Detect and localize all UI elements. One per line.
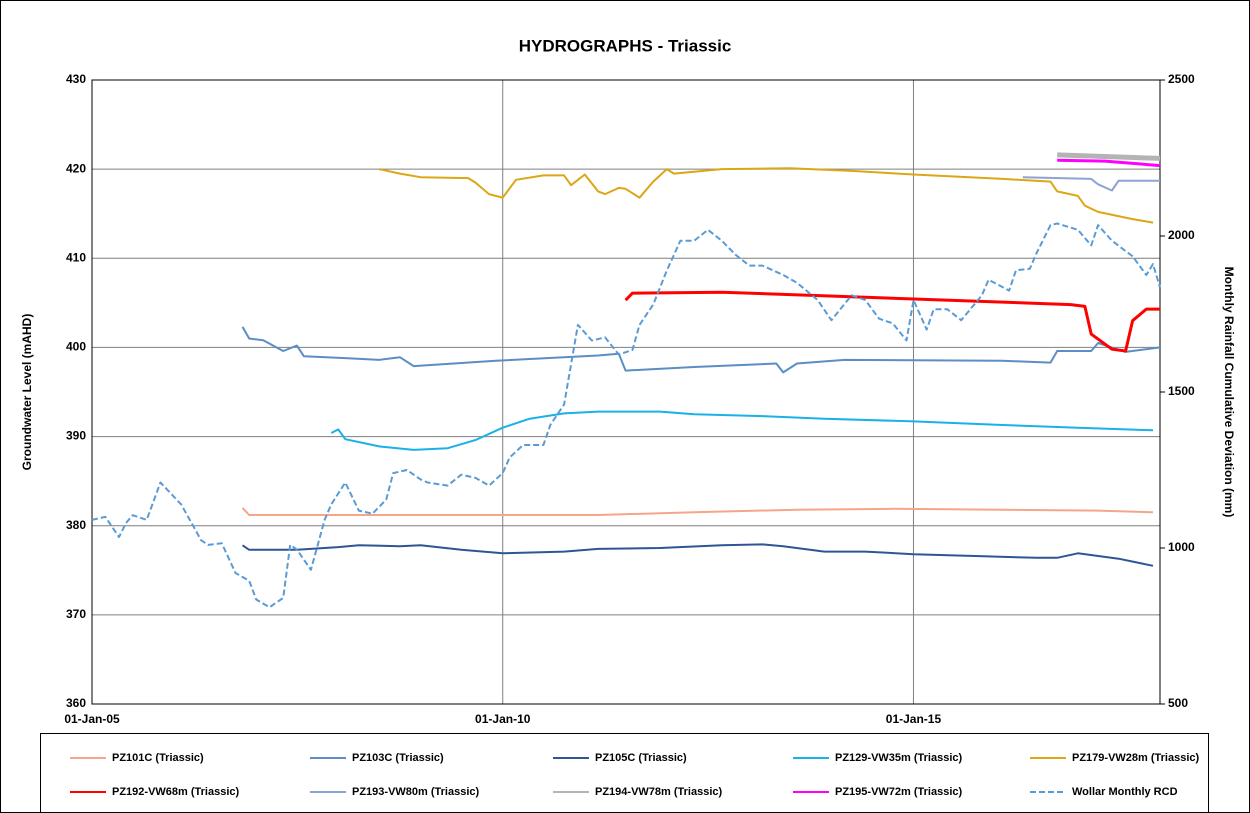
chart-title: HYDROGRAPHS - Triassic (519, 36, 732, 55)
y-tick-label: 370 (66, 607, 86, 621)
y-axis-title: Groundwater Level (mAHD) (20, 314, 34, 471)
series-line (1057, 158, 1161, 168)
legend-label: PZ179-VW28m (Triassic) (1072, 752, 1200, 764)
plot-area (91, 79, 1161, 705)
series-line (241, 543, 1154, 567)
y-tick-label: 390 (66, 429, 86, 443)
y-tick-label: 420 (66, 161, 86, 175)
y2-tick-label: 500 (1168, 696, 1188, 710)
y2-tick-label: 2500 (1168, 72, 1195, 86)
series-line (378, 167, 1154, 224)
y2-tick-label: 2000 (1168, 228, 1195, 242)
series-line (1022, 176, 1160, 192)
legend-label: PZ193-VW80m (Triassic) (352, 786, 480, 798)
legend-label: Wollar Monthly RCD (1072, 786, 1178, 798)
series-line (241, 507, 1154, 516)
y-tick-label: 400 (66, 340, 86, 354)
x-tick-label: 01-Jan-10 (475, 712, 531, 726)
y-tick-label: 430 (66, 72, 86, 86)
series-line (91, 222, 1161, 609)
legend-label: PZ192-VW68m (Triassic) (112, 786, 240, 798)
legend-label: PZ103C (Triassic) (352, 752, 444, 764)
y-tick-label: 380 (66, 518, 86, 532)
legend-box (40, 733, 1209, 813)
legend-label: PZ101C (Triassic) (112, 752, 204, 764)
y-tick-label: 360 (66, 696, 86, 710)
x-tick-label: 01-Jan-15 (886, 712, 942, 726)
y2-tick-label: 1000 (1168, 540, 1195, 554)
series-line (330, 410, 1154, 451)
series-line (241, 326, 1161, 374)
legend-label: PZ105C (Triassic) (595, 752, 687, 764)
y2-tick-label: 1500 (1168, 384, 1195, 398)
legend-label: PZ129-VW35m (Triassic) (835, 752, 963, 764)
y2-axis-title: Monthly Rainfall Cumulative Deviation (m… (1222, 267, 1236, 518)
y-tick-label: 410 (66, 250, 86, 264)
legend-label: PZ195-VW72m (Triassic) (835, 786, 963, 798)
series-line (1057, 152, 1161, 161)
x-tick-label: 01-Jan-05 (64, 712, 120, 726)
legend-label: PZ194-VW78m (Triassic) (595, 786, 723, 798)
series-line (624, 290, 1160, 353)
